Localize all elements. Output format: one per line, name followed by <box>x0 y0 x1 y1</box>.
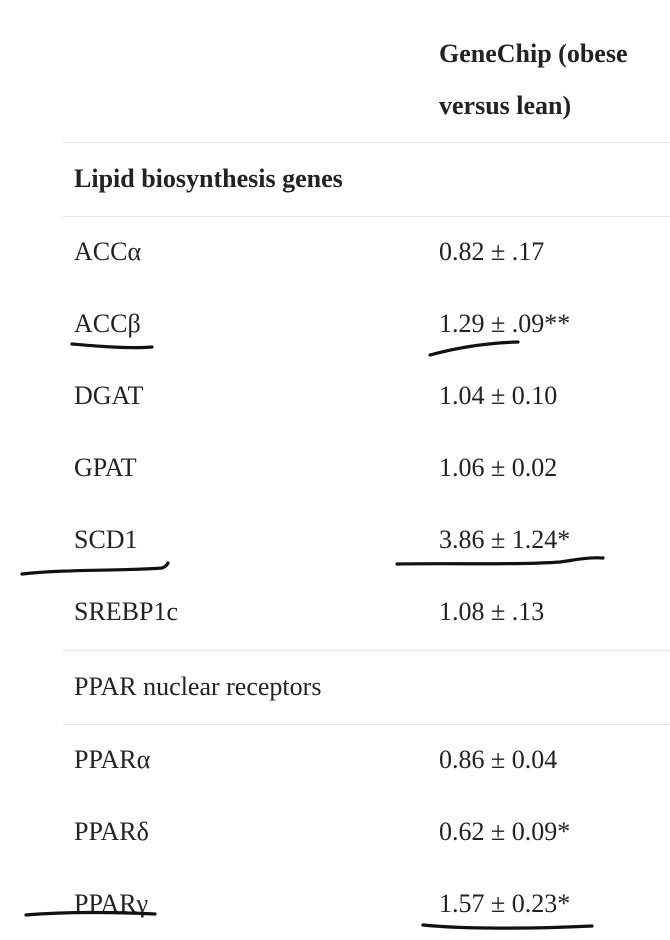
row-divider <box>63 650 670 651</box>
gene-name-cell: PPARα <box>74 745 151 774</box>
fold-change-cell: 1.04 ± 0.10 <box>439 381 558 410</box>
fold-change-cell: 1.29 ± .09** <box>439 309 571 338</box>
row-divider <box>63 724 670 725</box>
table-row: PPARδ 0.62 ± 0.09* <box>0 796 670 868</box>
section-header-row: PPAR nuclear receptors <box>0 651 670 723</box>
fold-change-cell: 0.82 ± .17 <box>439 237 545 266</box>
fold-change-cell: 0.86 ± 0.04 <box>439 745 558 774</box>
table-row: GPAT 1.06 ± 0.02 <box>0 432 670 504</box>
gene-name-cell: DGAT <box>74 381 144 410</box>
table-row: PPARα 0.86 ± 0.04 <box>0 724 670 796</box>
gene-name-cell: SCD1 <box>74 525 138 554</box>
gene-name-cell: ACCα <box>74 237 142 266</box>
gene-name-cell: GPAT <box>74 453 137 482</box>
fold-change-cell: 1.08 ± .13 <box>439 597 545 626</box>
fold-change-cell: 3.86 ± 1.24* <box>439 525 571 554</box>
table-row: ACCβ 1.29 ± .09** <box>0 288 670 360</box>
gene-name-cell: SREBP1c <box>74 597 179 626</box>
section-title: Lipid biosynthesis genes <box>74 164 343 193</box>
column-header-genechip: GeneChip (obese versus lean) <box>439 39 628 120</box>
row-divider <box>63 216 670 217</box>
gene-name-cell: PPARγ <box>74 889 149 918</box>
section-title: PPAR nuclear receptors <box>74 672 322 701</box>
table-row: ACCα 0.82 ± .17 <box>0 216 670 288</box>
fold-change-cell: 0.62 ± 0.09* <box>439 817 571 846</box>
fold-change-cell: 1.57 ± 0.23* <box>439 889 571 918</box>
section-header-row: Lipid biosynthesis genes <box>0 143 670 215</box>
fold-change-cell: 1.06 ± 0.02 <box>439 453 558 482</box>
gene-name-cell: PPARδ <box>74 817 149 846</box>
table-row: SREBP1c 1.08 ± .13 <box>0 576 670 648</box>
table-row: DGAT 1.04 ± 0.10 <box>0 360 670 432</box>
table-row: SCD1 3.86 ± 1.24* <box>0 504 670 576</box>
row-divider <box>63 142 670 143</box>
table-row: PPARγ 1.57 ± 0.23* <box>0 868 670 940</box>
gene-name-cell: ACCβ <box>74 309 141 338</box>
